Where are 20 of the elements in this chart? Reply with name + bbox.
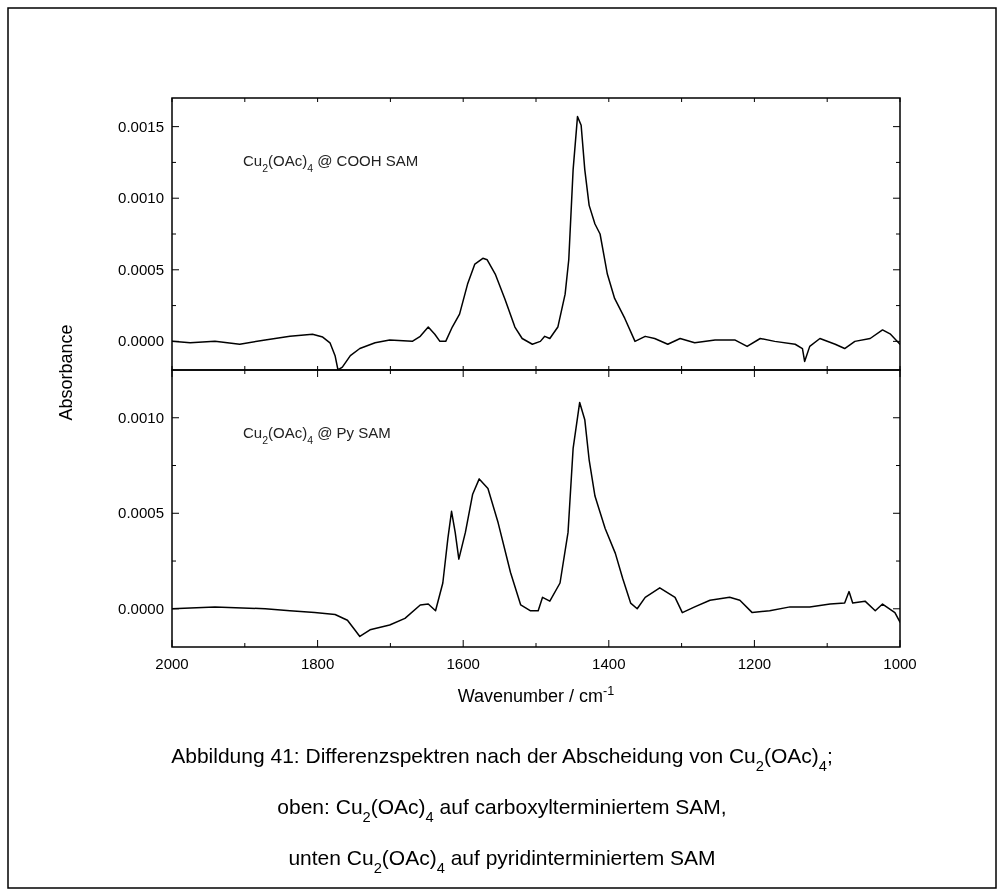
- y-tick-label: 0.0015: [118, 117, 164, 135]
- x-tick-label: 2000: [155, 655, 189, 672]
- y-tick-label: 0.0010: [118, 408, 164, 426]
- x-tick-label: 1600: [446, 655, 480, 672]
- text: Cu$_{2}$(OAc)$_{4}$ @ Py SAM: [243, 424, 391, 446]
- text: Abbildung 41: Differenzspektren nach der Abscheidung von Cu$_{2}$(OAc)$_{4}$;: [171, 744, 833, 774]
- y-tick-label: 0.0005: [118, 260, 164, 278]
- text: Cu$_{2}$(OAc)$_{4}$ @ COOH SAM: [243, 152, 419, 174]
- x-tick-label: 1800: [300, 655, 335, 672]
- y-tick-label: 0.0010: [118, 189, 164, 207]
- x-axis-title: Wavenumber / cm$^{-1}$: [457, 684, 615, 706]
- y-tick-label: 0.0000: [118, 332, 164, 350]
- text: unten Cu$_{2}$(OAc)$_{4}$ auf pyridinterminiertem SAM: [288, 846, 716, 876]
- text: oben: Cu$_{2}$(OAc)$_{4}$ auf carboxylterminiertem SAM,: [277, 795, 727, 825]
- x-tick-label: 1000: [883, 655, 917, 672]
- y-tick-label: 0.0000: [118, 599, 164, 617]
- y-axis-title: Absorbance: [56, 324, 76, 421]
- x-tick-label: 1400: [592, 655, 626, 672]
- y-tick-label: 0.0005: [118, 504, 164, 522]
- x-tick-label: 1200: [737, 655, 772, 672]
